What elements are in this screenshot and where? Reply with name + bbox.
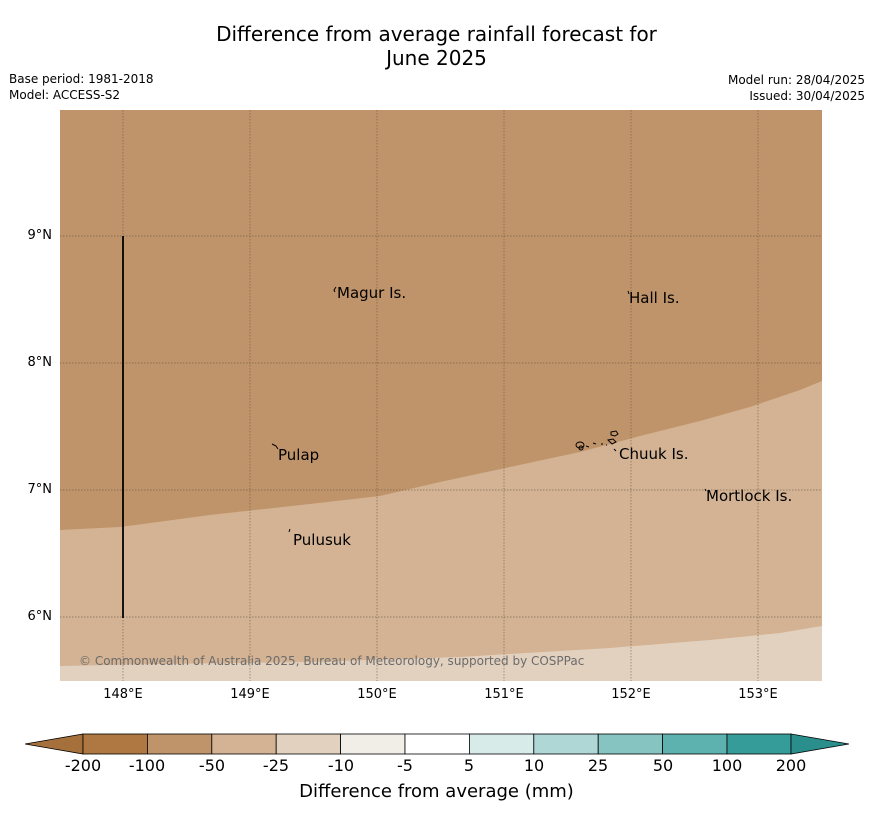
lat-label-8n: 8°N	[27, 355, 53, 370]
pulusuk-island-shape	[288, 528, 291, 533]
lon-label-149e: 149°E	[230, 687, 270, 702]
place-label-mortlock: Mortlock Is.	[706, 487, 792, 505]
colorbar-cell-11	[726, 733, 792, 755]
band-neg25	[60, 381, 822, 681]
place-label-pulap: Pulap	[278, 446, 319, 464]
colorbar-tick: -5	[397, 756, 413, 775]
hall-island-shape	[627, 290, 630, 295]
colorbar-arrow-right	[790, 733, 849, 755]
colorbar-arrow-left	[25, 733, 84, 755]
lat-label-9n: 9°N	[27, 228, 53, 243]
magur-island-shape	[333, 286, 337, 293]
colorbar-cell-5	[340, 733, 406, 755]
colorbar-cell-2	[147, 733, 213, 755]
lon-label-151e: 151°E	[484, 687, 524, 702]
colorbar-tick: -100	[128, 756, 166, 775]
meta-right: Model run: 28/04/2025 Issued: 30/04/2025	[728, 72, 865, 104]
place-label-hall: Hall Is.	[629, 289, 680, 307]
lon-label-148e: 148°E	[103, 687, 143, 702]
model-run-text: Model run: 28/04/2025	[727, 73, 865, 87]
lon-label-152e: 152°E	[611, 687, 651, 702]
colorbar-cell-9	[597, 733, 664, 755]
meta-left: Base period: 1981-2018 Model: ACCESS-S2	[9, 71, 154, 103]
colorbar-cell-7	[468, 733, 535, 755]
colorbar-label: Difference from average (mm)	[299, 781, 574, 802]
colorbar-tick: 25	[587, 756, 609, 775]
place-label-magur: Magur Is.	[337, 284, 406, 302]
lon-label-150e: 150°E	[357, 687, 397, 702]
title-line-2: June 2025	[386, 46, 487, 70]
colorbar-cell-4	[275, 733, 341, 755]
place-label-chuuk: Chuuk Is.	[619, 445, 688, 463]
lat-label-6n: 6°N	[27, 609, 53, 624]
colorbar-cell-8	[533, 733, 599, 755]
lon-label-153e: 153°E	[738, 687, 778, 702]
colorbar-tick: 100	[711, 756, 743, 775]
mortlock-island-shape	[704, 488, 707, 492]
colorbar-tick: 200	[775, 756, 807, 775]
band-neg10	[60, 626, 822, 681]
colorbar-tick: 10	[523, 756, 545, 775]
lat-label-7n: 7°N	[27, 482, 53, 497]
colorbar	[25, 733, 849, 755]
rainfall-map: Magur Is. Hall Is. Pulap Chuuk Is. Mortl…	[60, 110, 822, 681]
title-line-1: Difference from average rainfall forecas…	[216, 22, 657, 46]
island-outlines	[271, 286, 707, 533]
chart-title: Difference from average rainfall forecas…	[0, 22, 873, 70]
colorbar-tick: 5	[463, 756, 475, 775]
colorbar-cell-10	[662, 733, 728, 755]
colorbar-tick: 50	[652, 756, 674, 775]
model-text: Model: ACCESS-S2	[9, 88, 121, 102]
base-period-text: Base period: 1981-2018	[9, 72, 154, 86]
chuuk-islands-shapes	[575, 430, 619, 452]
colorbar-tick: -25	[262, 756, 290, 775]
colorbar-tick: -10	[327, 756, 355, 775]
colorbar-cell-1	[82, 733, 148, 755]
colorbar-cell-6	[404, 733, 470, 755]
pulap-island-shape	[271, 443, 279, 450]
colorbar-cell-3	[211, 733, 277, 755]
colorbar-tick: -200	[64, 756, 102, 775]
copyright-text: © Commonwealth of Australia 2025, Bureau…	[79, 654, 584, 668]
place-label-pulusuk: Pulusuk	[293, 531, 351, 549]
issued-text: Issued: 30/04/2025	[749, 89, 865, 103]
colorbar-tick: -50	[198, 756, 226, 775]
